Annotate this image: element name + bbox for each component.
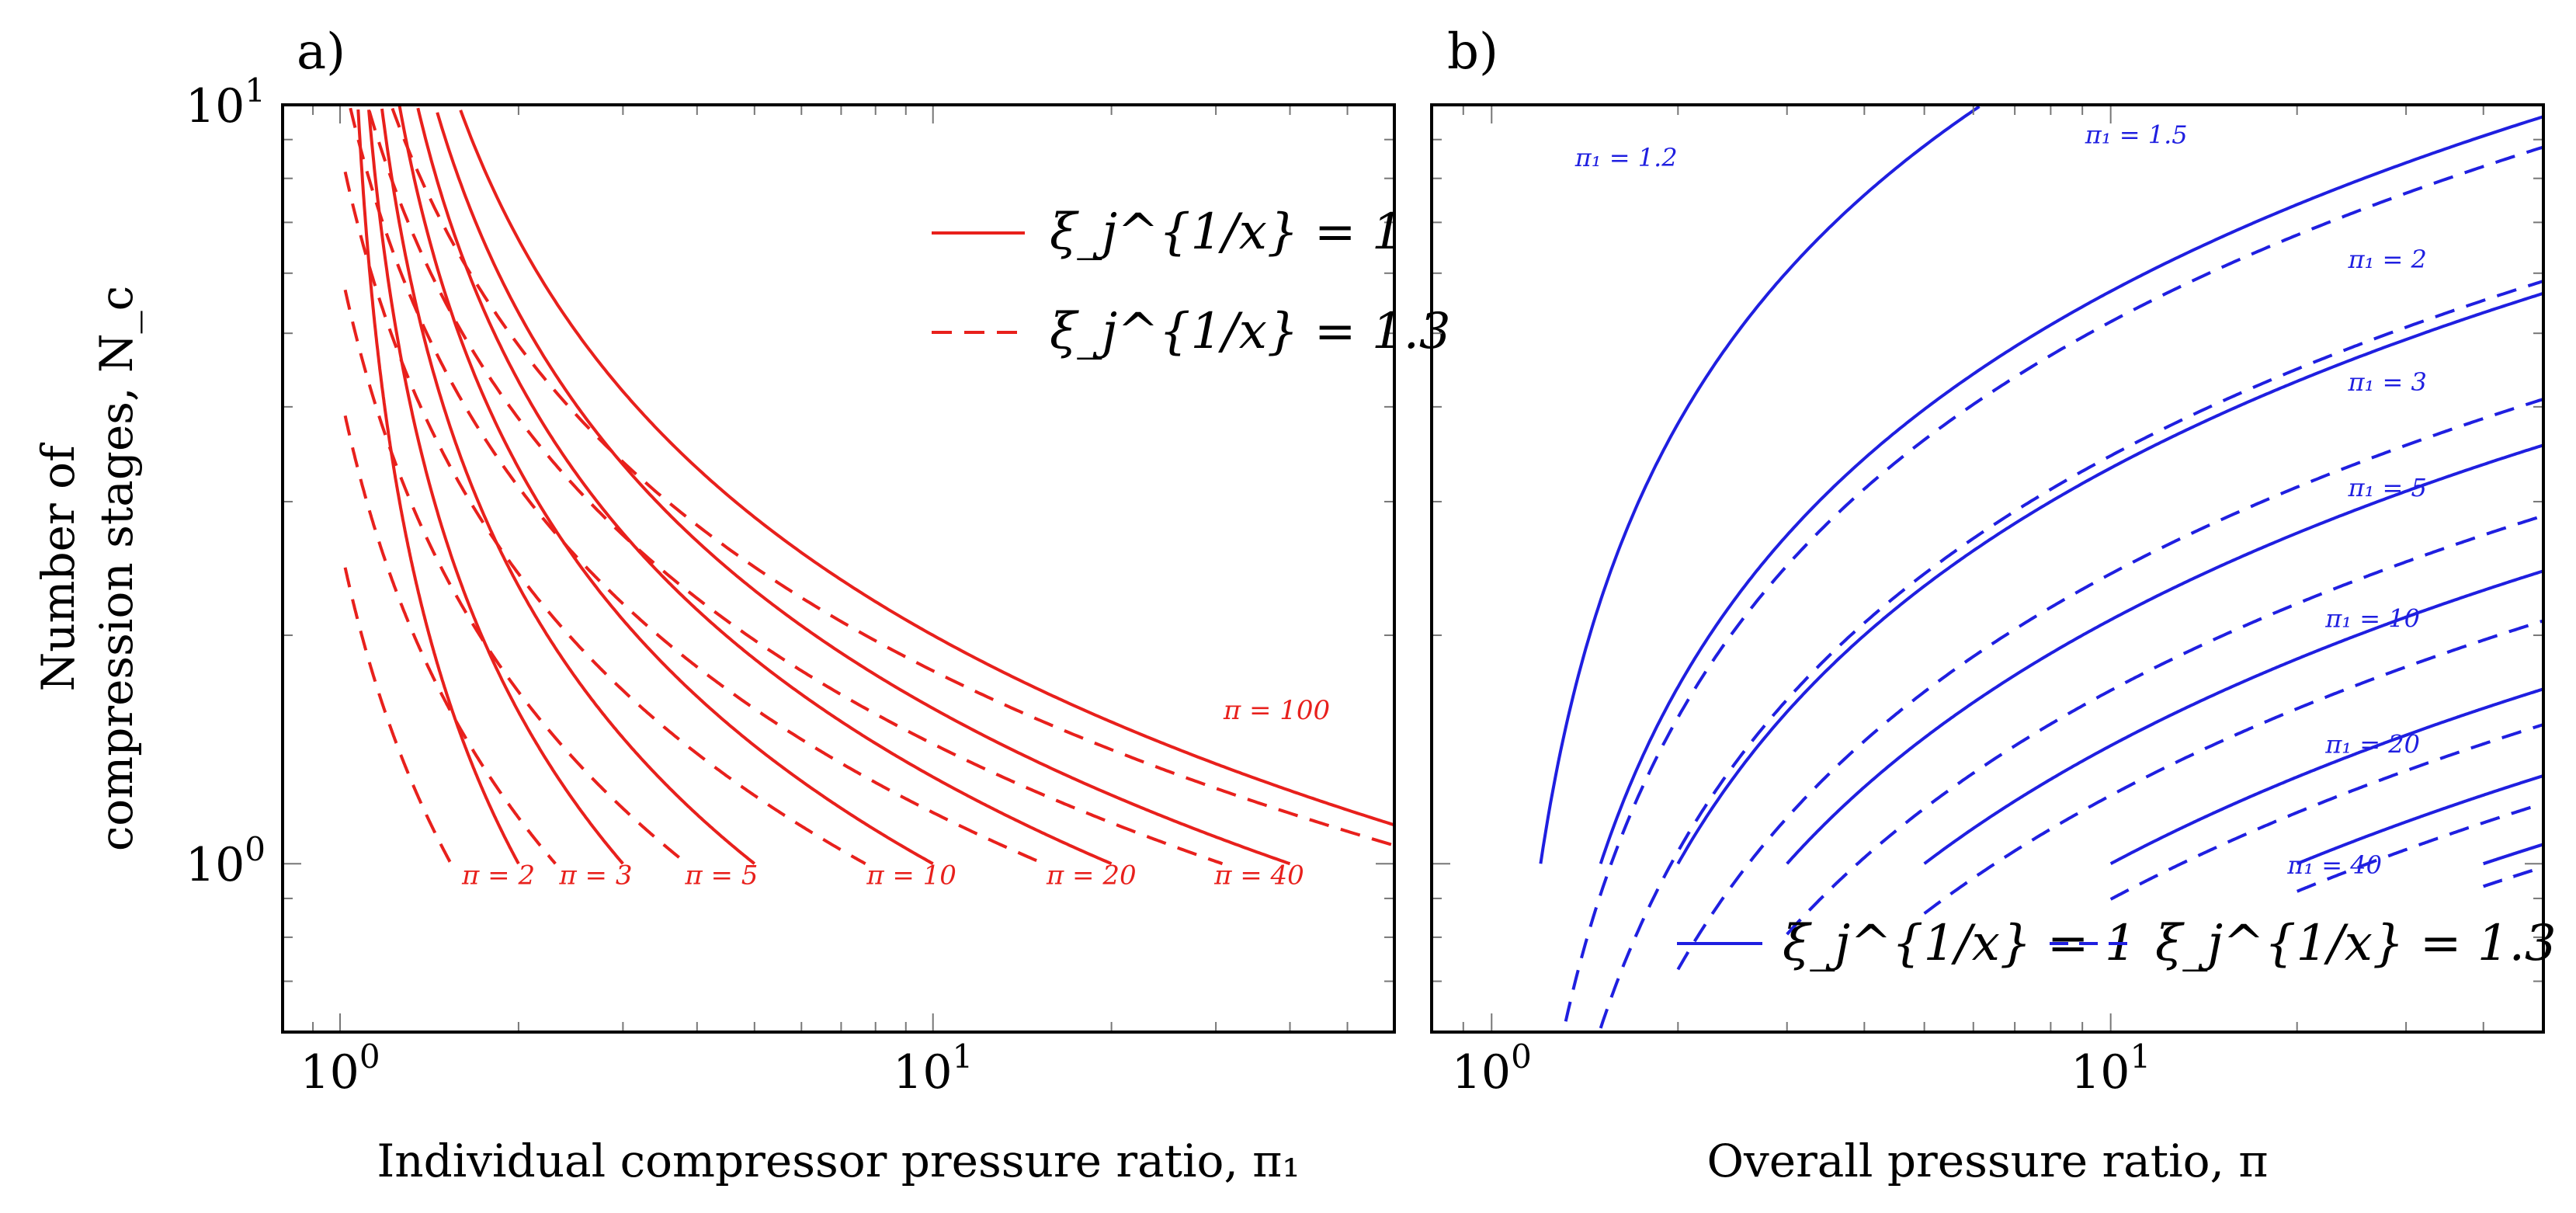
panel-b: b) 100 101 π₁ = 1.2π₁ = 1.5π₁ = 2π₁ = 3π₁… [1430, 23, 2557, 1187]
curve-annotation-3: π = 10 [866, 860, 956, 891]
panel-b-label: b) [1447, 23, 1498, 81]
curve-annotation-5: π = 40 [1213, 860, 1304, 891]
tick-label: 101 [893, 1037, 973, 1100]
series-line-7 [343, 171, 866, 865]
panel-a-annotations: π = 2 π = 3 π = 5 π = 10 π = 20 π = 40 π = 100 [461, 695, 1330, 891]
legend-b-dashed-label: ξ_j^{1/x} = 1.3 [2155, 915, 2557, 972]
series-line-14 [2482, 843, 2544, 866]
tick-label: 101 [2071, 1037, 2151, 1100]
series-line-11 [2109, 723, 2544, 901]
panel-a-curves [343, 105, 1395, 866]
curve-annotation-6: π = 100 [1223, 695, 1330, 726]
curve-annotation-1: π₁ = 1.5 [2085, 120, 2188, 149]
series-line-5 [1676, 398, 2544, 971]
curve-annotation-1: π = 3 [558, 860, 632, 891]
legend-b-solid-label: ξ_j^{1/x} = 1 [1783, 915, 2137, 972]
tick-label: 100 [186, 830, 266, 892]
series-line-6 [398, 105, 934, 865]
curve-annotation-4: π₁ = 5 [2348, 473, 2427, 502]
series-line-10 [436, 112, 1291, 866]
series-line-6 [1786, 443, 2544, 865]
series-line-1 [1564, 145, 2544, 1022]
legend-a-dashed-label: ξ_j^{1/x} = 1.3 [1050, 303, 1451, 360]
curve-annotation-5: π₁ = 10 [2324, 604, 2420, 634]
curve-annotation-3: π₁ = 3 [2348, 367, 2427, 397]
panel-b-frame [1430, 103, 2545, 1034]
series-line-9 [349, 107, 1045, 866]
panel-b-x-axis-label: Overall pressure ratio, π [1706, 1135, 2268, 1187]
panel-a-x-axis-label: Individual compressor pressure ratio, π₁ [377, 1135, 1300, 1187]
panel-a-legend: ξ_j^{1/x} = 1 ξ_j^{1/x} = 1.3 [932, 203, 1451, 360]
series-line-13 [2296, 801, 2544, 893]
series-line-12 [459, 109, 1395, 827]
curve-annotation-2: π₁ = 2 [2348, 245, 2427, 274]
series-line-8 [416, 107, 1113, 866]
curve-annotation-0: π₁ = 1.2 [1574, 143, 1678, 172]
series-line-11 [367, 110, 1224, 866]
tick-label: 100 [300, 1037, 380, 1100]
series-line-7 [1786, 514, 2544, 936]
series-line-13 [391, 107, 1395, 847]
series-line-15 [2482, 865, 2544, 888]
series-line-3 [343, 415, 557, 865]
series-line-10 [2109, 687, 2544, 865]
panel-b-tick-labels: 100 101 [1452, 1037, 2151, 1100]
curve-annotation-2: π = 5 [684, 860, 758, 891]
series-line-4 [1676, 291, 2544, 865]
panel-a-frame [281, 103, 1396, 1034]
series-line-1 [343, 567, 453, 865]
panel-b-curves [1539, 105, 2544, 1029]
panel-a-label: a) [297, 23, 345, 81]
series-line-2 [1599, 115, 2544, 864]
tick-label: 101 [186, 71, 266, 134]
series-line-0 [356, 109, 520, 865]
panel-b-annotations: π₁ = 1.2 π₁ = 1.5 π₁ = 2 π₁ = 3 π₁ = 5 π₁ = 1… [1574, 120, 2427, 880]
curve-annotation-0: π = 2 [461, 860, 535, 891]
legend-a-solid-label: ξ_j^{1/x} = 1 [1050, 203, 1404, 261]
series-line-9 [1923, 619, 2544, 915]
series-line-12 [2296, 774, 2544, 866]
panel-a-tick-labels: 100 101 100 101 [186, 71, 973, 1100]
tick-label: 100 [1452, 1037, 1532, 1100]
curve-annotation-7: π₁ = 40 [2286, 850, 2382, 880]
series-line-5 [343, 289, 689, 865]
curve-annotation-6: π₁ = 20 [2324, 729, 2420, 759]
panel-b-legend: ξ_j^{1/x} = 1 ξ_j^{1/x} = 1.3 [1677, 915, 2557, 972]
y-axis-label-line-2: compression stages, N_c [90, 286, 143, 851]
curve-annotation-4: π = 20 [1046, 860, 1137, 891]
series-line-0 [1539, 105, 1981, 864]
series-line-4 [380, 108, 756, 865]
series-line-2 [367, 109, 624, 865]
y-axis-label-line-1: Number of [32, 443, 85, 692]
series-line-8 [1923, 569, 2544, 865]
series-line-3 [1599, 280, 2544, 1029]
